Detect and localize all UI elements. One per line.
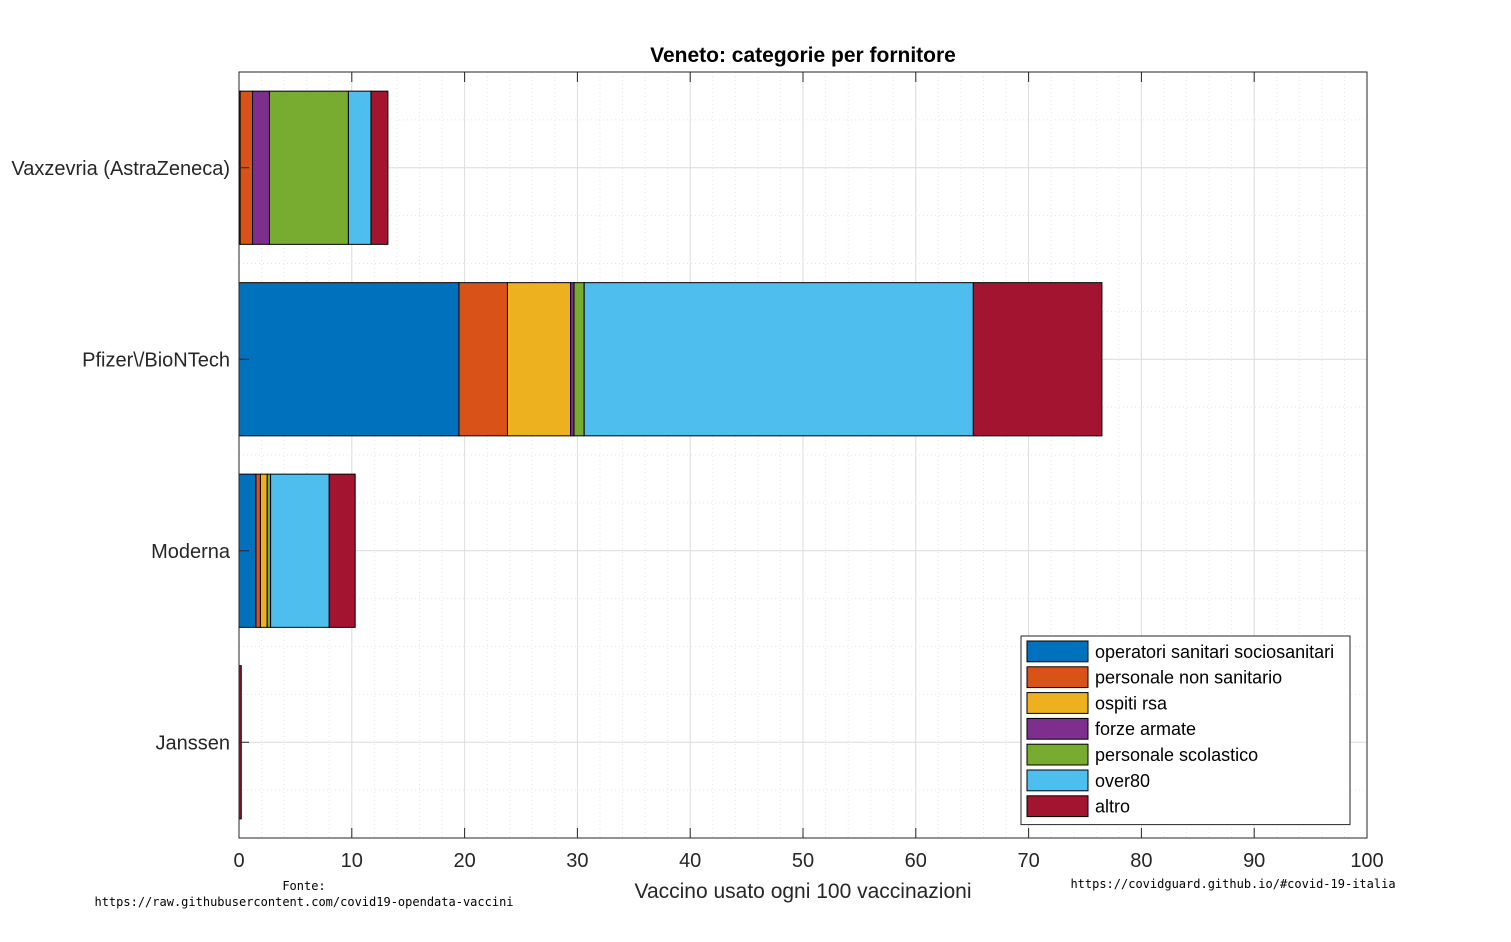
legend-swatch — [1026, 640, 1089, 663]
bar-segment — [458, 282, 508, 437]
legend-swatch — [1026, 666, 1089, 689]
bar-segment — [255, 473, 261, 628]
x-tick-label: 70 — [1017, 850, 1039, 872]
legend-label: operatori sanitari sociosanitari — [1095, 642, 1334, 662]
legend-swatch — [1026, 769, 1089, 792]
legend-label: forze armate — [1095, 719, 1196, 739]
x-tick-label: 30 — [566, 850, 588, 872]
x-tick-label: 80 — [1130, 850, 1152, 872]
x-tick-labels: 0 10 20 30 40 50 60 70 80 90 100 — [233, 850, 1383, 872]
bar-segment — [573, 282, 585, 437]
legend-label: personale non sanitario — [1095, 668, 1282, 688]
bar-segment — [252, 90, 270, 245]
legend-label: personale scolastico — [1095, 745, 1258, 765]
x-tick-label: 100 — [1350, 850, 1383, 872]
x-tick-label: 60 — [905, 850, 927, 872]
legend-swatch — [1026, 743, 1089, 766]
bar-segment — [238, 282, 460, 437]
bar-segment — [370, 90, 389, 245]
x-tick-label: 50 — [792, 850, 814, 872]
bar-segment — [972, 282, 1103, 437]
legend-swatch — [1026, 795, 1089, 818]
legend-swatch — [1026, 692, 1089, 714]
x-tick-label: 90 — [1243, 850, 1265, 872]
x-tick-label: 40 — [679, 850, 701, 872]
site-url: https://covidguard.github.io/#covid-19-i… — [1070, 877, 1395, 891]
bar-segment — [328, 473, 356, 628]
legend-label: over80 — [1095, 771, 1150, 791]
bars — [238, 90, 1103, 820]
bar-segment — [506, 282, 572, 437]
bar-segment — [259, 473, 268, 628]
x-tick-label: 10 — [341, 850, 363, 872]
bar-segment — [570, 282, 575, 437]
bar-segment — [270, 473, 330, 628]
bar-segment — [347, 90, 372, 245]
source-url: https://raw.githubusercontent.com/covid1… — [94, 895, 513, 909]
source-label: Fonte: — [282, 879, 325, 893]
bar-segment — [583, 282, 974, 437]
y-tick-label: Vaxzevria (AstraZeneca) — [11, 158, 230, 180]
legend-label: altro — [1095, 797, 1130, 817]
bar-segment — [268, 90, 349, 245]
chart-title: Veneto: categorie per fornitore — [650, 44, 956, 67]
x-axis-label: Vaccino usato ogni 100 vaccinazioni — [635, 880, 972, 903]
y-tick-label: Moderna — [151, 541, 231, 563]
x-tick-label: 0 — [233, 850, 244, 872]
axes — [238, 71, 1368, 839]
y-tick-labels: Vaxzevria (AstraZeneca) Pfizer\/BioNTech M… — [11, 158, 230, 755]
legend: operatori sanitari sociosanitari personal… — [1020, 635, 1351, 826]
y-tick-label: Janssen — [156, 732, 231, 754]
legend-swatch — [1026, 717, 1089, 740]
x-tick-label: 20 — [453, 850, 475, 872]
bar-segment — [266, 473, 272, 628]
legend-label: ospiti rsa — [1095, 693, 1168, 713]
y-tick-label: Pfizer\/BioNTech — [82, 349, 230, 371]
